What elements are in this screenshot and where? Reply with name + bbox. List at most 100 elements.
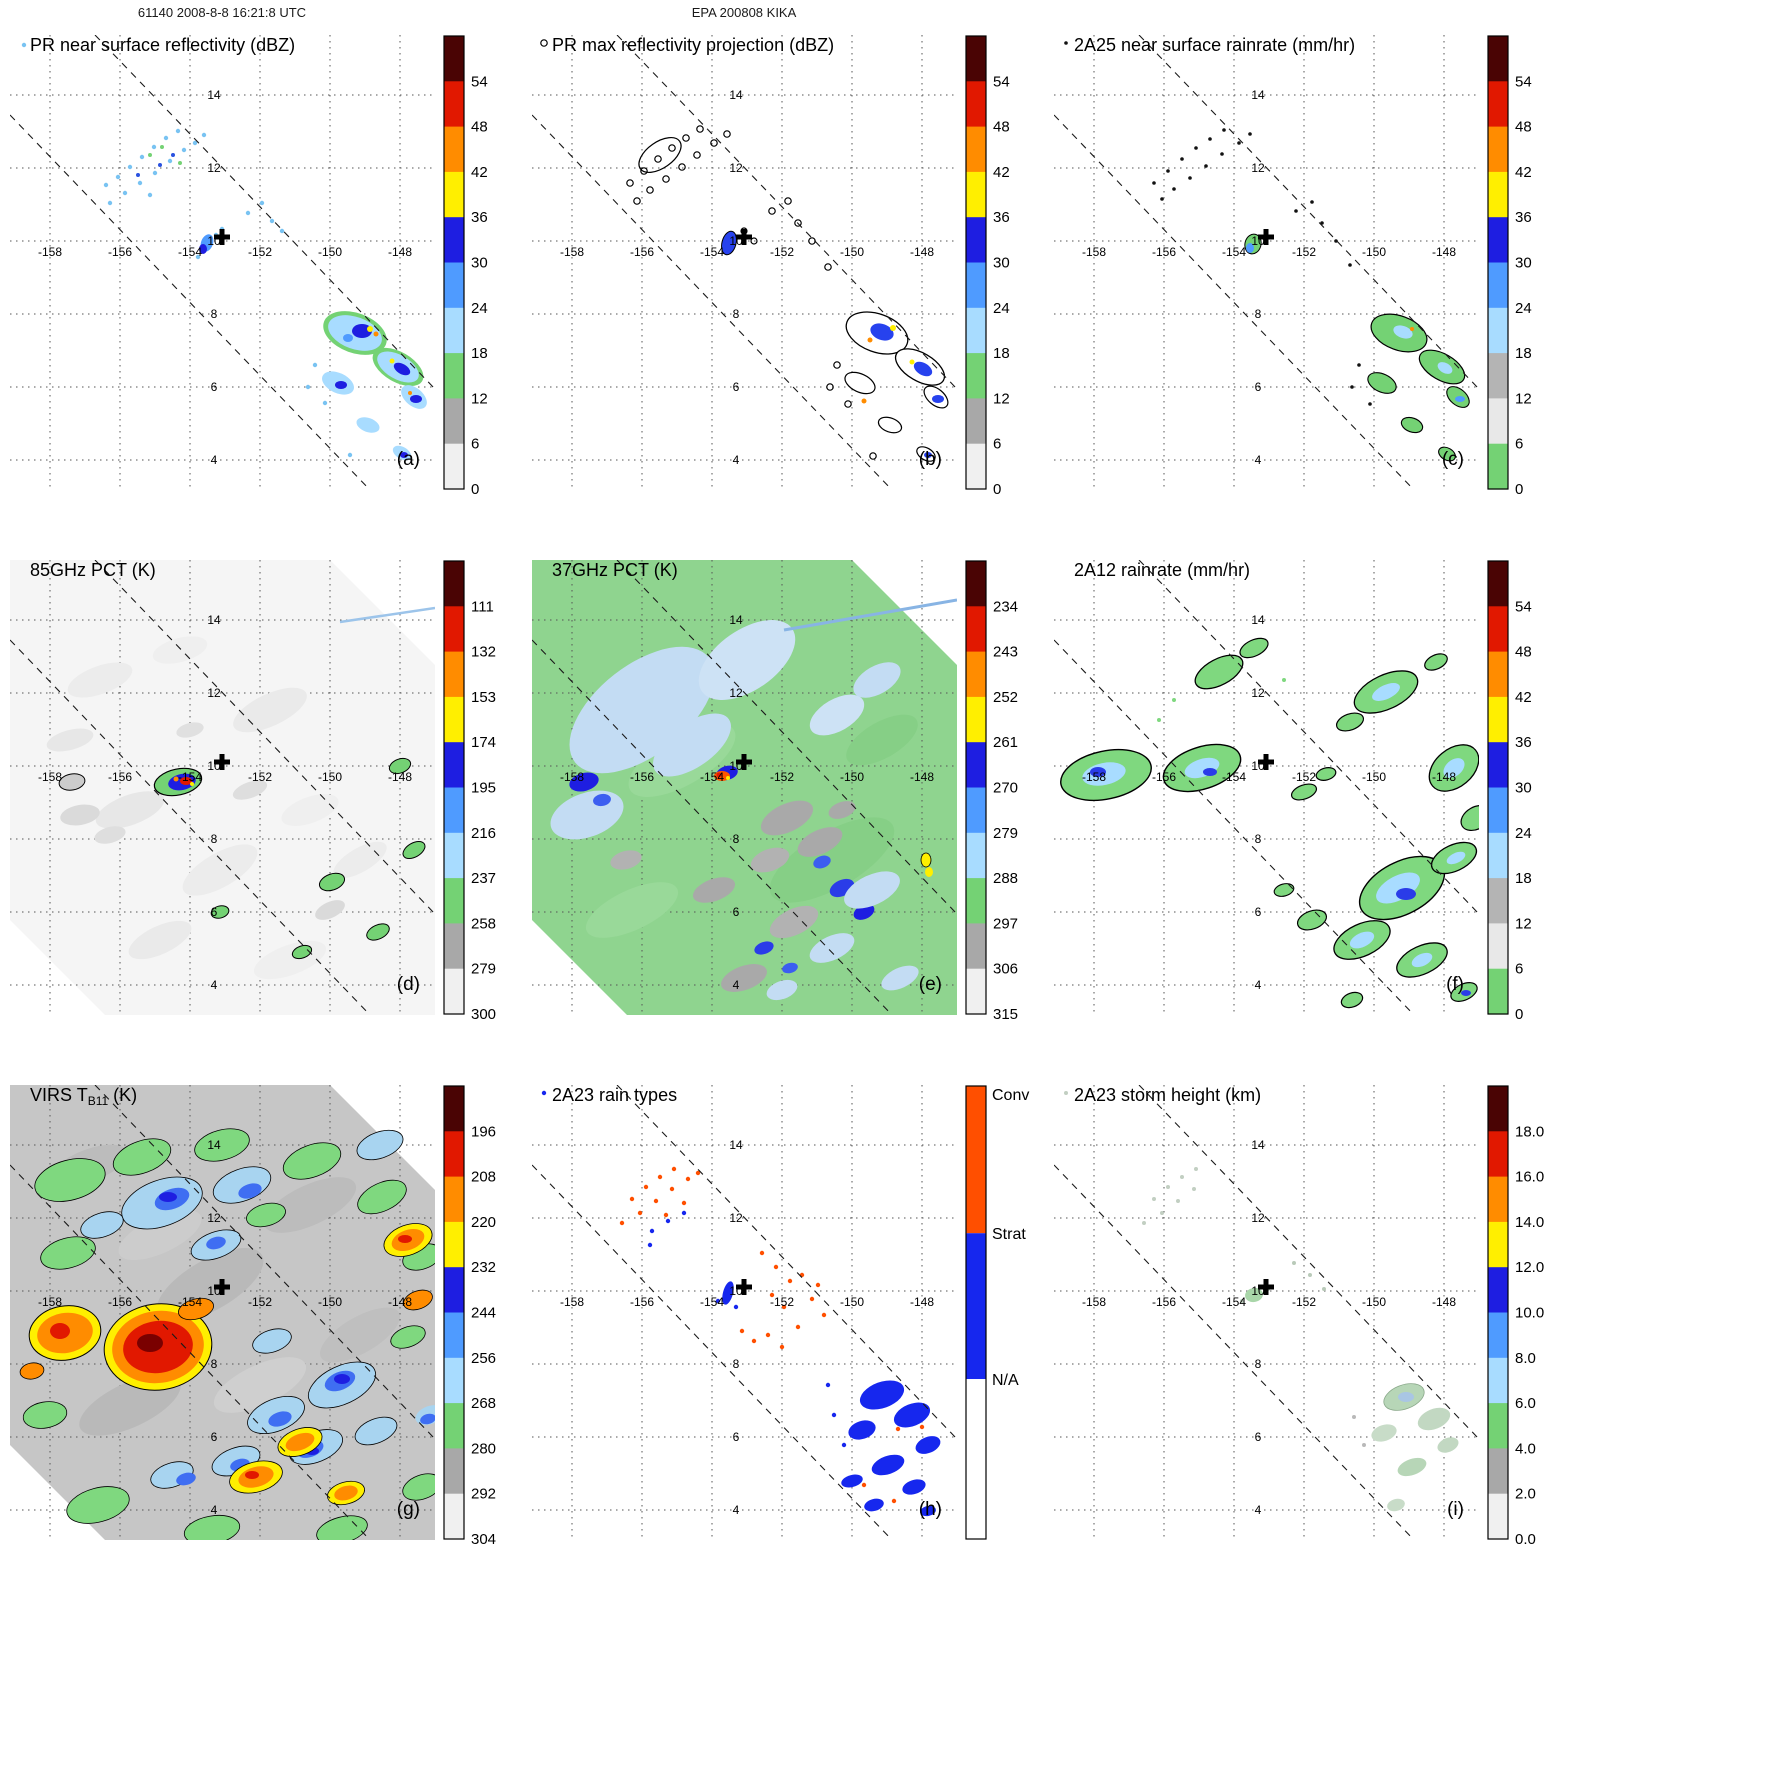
data-blob xyxy=(410,395,422,403)
colorbar-tick-label: 174 xyxy=(471,734,496,751)
data-blob xyxy=(844,371,876,395)
lon-tick-label: -156 xyxy=(1152,770,1176,784)
colorbar-segment xyxy=(444,1267,464,1314)
lon-tick-label: -154 xyxy=(1222,770,1246,784)
lat-tick-label: 4 xyxy=(211,453,218,467)
colorbar-a: 54 48 42 36 30 24 18 12 6 0 xyxy=(443,35,488,498)
panel-letter: (c) xyxy=(1442,449,1464,470)
storm-center-cross-icon xyxy=(214,229,230,245)
colorbar-category-label: Strat xyxy=(992,1226,1026,1243)
data-contour-dot xyxy=(723,130,731,138)
data-dot xyxy=(795,1324,801,1330)
data-blob xyxy=(334,1374,350,1384)
data-dot xyxy=(821,1312,827,1318)
data-dot xyxy=(103,182,109,188)
colorbar-tick-label: 12.0 xyxy=(1515,1259,1544,1276)
data-blob xyxy=(1446,851,1466,865)
lon-tick-label: -150 xyxy=(1362,245,1386,259)
lat-tick-label: 4 xyxy=(1255,453,1262,467)
data-dot xyxy=(891,1498,897,1504)
lat-tick-label: 4 xyxy=(733,1503,740,1517)
lon-tick-label: -152 xyxy=(770,245,794,259)
data-dot xyxy=(163,135,169,141)
lat-tick-label: 6 xyxy=(733,905,740,919)
colorbar-segment xyxy=(444,606,464,653)
lat-tick-label: 4 xyxy=(211,1503,218,1517)
data-dot xyxy=(107,200,113,206)
data-blob xyxy=(352,324,372,338)
data-blob xyxy=(1372,683,1400,701)
lon-tick-label: -148 xyxy=(1432,770,1456,784)
data-blob xyxy=(1194,654,1244,690)
data-blob xyxy=(22,1401,68,1429)
data-blob xyxy=(1387,1498,1405,1512)
data-blob xyxy=(357,1179,407,1215)
colorbar-segment xyxy=(444,832,464,879)
panel-g: -158 -156 -154 -152 -150 -148 14 12 10 8 6 4 VIRS TB… xyxy=(10,1085,525,1550)
data-blob xyxy=(233,687,307,733)
data-blob xyxy=(1455,396,1465,402)
colorbar-segment xyxy=(1488,1493,1508,1540)
data-blob xyxy=(95,791,165,829)
lon-tick-label: -148 xyxy=(388,770,412,784)
colorbar-tick-label: 195 xyxy=(471,780,496,797)
lat-tick-label: 4 xyxy=(1255,978,1262,992)
swath-edge-line xyxy=(10,1164,371,1540)
colorbar-tick-label: 216 xyxy=(471,825,496,842)
colorbar-segment xyxy=(1488,923,1508,970)
colorbar-tick-label: 48 xyxy=(1515,644,1532,661)
colorbar-tick-label: 8.0 xyxy=(1515,1350,1536,1367)
data-blob xyxy=(402,1473,435,1501)
data-dot xyxy=(1166,169,1170,173)
data-dot xyxy=(1157,718,1161,722)
colorbar-segment xyxy=(966,1233,986,1380)
data-blob xyxy=(893,1402,931,1428)
lon-tick-label: -150 xyxy=(318,770,342,784)
data-dot xyxy=(769,1292,775,1298)
colorbar-segment xyxy=(966,968,986,1015)
data-dot xyxy=(173,776,179,782)
colorbar-tick-label: 30 xyxy=(1515,780,1532,797)
data-dot xyxy=(1180,157,1184,161)
data-dot xyxy=(1292,1261,1296,1265)
data-blob xyxy=(871,1454,905,1476)
data-blob xyxy=(915,1436,941,1454)
data-dot xyxy=(367,326,373,332)
lat-tick-label: 12 xyxy=(729,686,743,700)
swath-edge-line xyxy=(94,35,435,390)
data-blob xyxy=(760,800,814,836)
colorbar-segment xyxy=(444,968,464,1015)
colorbar-segment xyxy=(1488,1176,1508,1223)
data-blob xyxy=(178,1297,214,1321)
data-blob xyxy=(828,801,856,819)
storm-center-cross-icon xyxy=(1258,229,1274,245)
data-dot xyxy=(695,1170,701,1176)
data-dot xyxy=(759,1250,765,1256)
data-blob xyxy=(199,244,207,254)
data-dot xyxy=(1310,200,1314,204)
orbit-timestamp: 61140 2008-8-8 16:21:8 UTC xyxy=(137,5,307,20)
data-blob xyxy=(692,877,736,903)
data-dot xyxy=(1194,146,1198,150)
lon-tick-label: -152 xyxy=(770,1295,794,1309)
panel-letter: (e) xyxy=(919,974,942,995)
colorbar-tick-label: 36 xyxy=(471,209,488,226)
data-dot xyxy=(773,1264,779,1270)
colorbar-tick-label: 48 xyxy=(471,119,488,136)
lat-tick-label: 4 xyxy=(1255,1503,1262,1517)
data-blob xyxy=(1245,1287,1263,1303)
data-dot xyxy=(726,776,730,780)
data-blob xyxy=(1090,767,1106,777)
lat-tick-label: 6 xyxy=(733,1430,740,1444)
colorbar-tick-label: 36 xyxy=(1515,734,1532,751)
colorbar-tick-label: 256 xyxy=(471,1350,496,1367)
data-dot xyxy=(1172,698,1176,702)
colorbar-segment xyxy=(444,561,464,607)
panel-title: 2A23 storm height (km) xyxy=(1074,1085,1261,1105)
colorbar-tick-label: 243 xyxy=(993,644,1018,661)
colorbar-tick-label: 6.0 xyxy=(1515,1395,1536,1412)
data-dot xyxy=(1160,1211,1164,1215)
data-blob xyxy=(1340,991,1364,1009)
data-contour-dot xyxy=(640,167,648,175)
lat-tick-label: 12 xyxy=(729,161,743,175)
